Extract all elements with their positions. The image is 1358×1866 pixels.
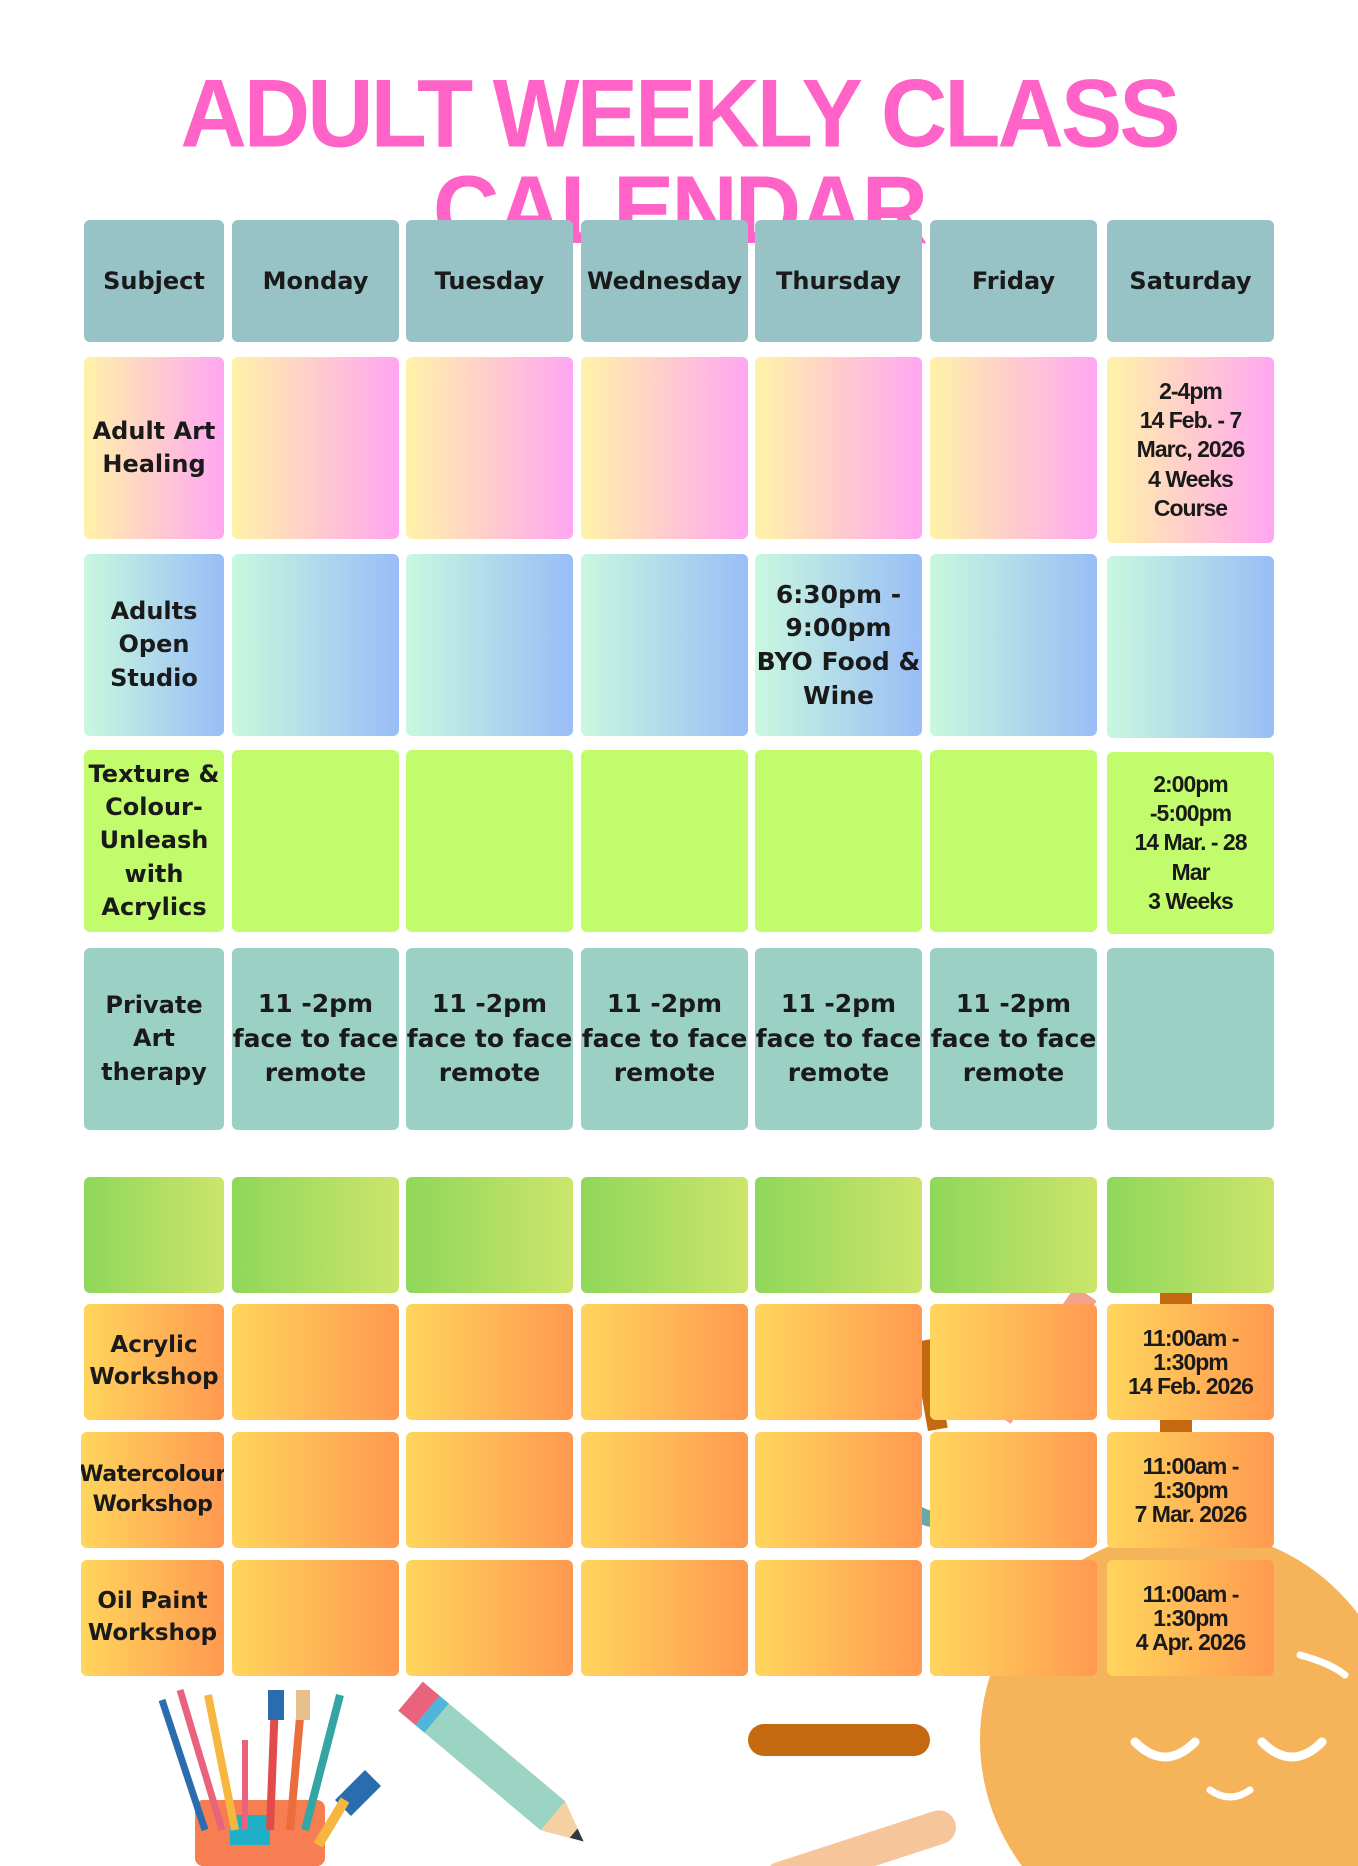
workshop-header-cell (232, 1177, 399, 1293)
schedule-cell-wednesday: 11 -2pm face to face remote (581, 948, 748, 1130)
workshop-header-cell (1107, 1177, 1274, 1293)
schedule-cell (930, 1560, 1097, 1676)
subject-adult-art-healing: Adult Art Healing (84, 357, 224, 539)
workshop-header-cell (930, 1177, 1097, 1293)
workshop-header-cell (84, 1177, 224, 1293)
schedule-cell (755, 1304, 922, 1420)
schedule-cell (581, 1432, 748, 1548)
subject-adults-open-studio: Adults Open Studio (84, 554, 224, 736)
schedule-cell (930, 750, 1097, 932)
subject-acrylic-workshop: Acrylic Workshop (84, 1304, 224, 1420)
schedule-cell (406, 1560, 573, 1676)
schedule-cell (1107, 948, 1274, 1130)
subject-private-art-therapy: Private Art therapy (84, 948, 224, 1130)
schedule-cell-saturday: 11:00am - 1:30pm 14 Feb. 2026 (1107, 1304, 1274, 1420)
subject-texture-colour: Texture & Colour- Unleash with Acrylics (84, 750, 224, 932)
column-header-tuesday: Tuesday (406, 220, 573, 342)
schedule-cell (232, 1560, 399, 1676)
schedule-cell (406, 1432, 573, 1548)
subject-oil-paint-workshop: Oil Paint Workshop (81, 1560, 224, 1676)
schedule-cell (406, 554, 573, 736)
paint-brush-cup-icon (158, 1688, 381, 1866)
schedule-cell (755, 750, 922, 932)
schedule-cell (755, 357, 922, 539)
column-header-subject: Subject (84, 220, 224, 342)
paint-stroke-icon (748, 1724, 930, 1756)
schedule-cell (232, 1432, 399, 1548)
schedule-cell-tuesday: 11 -2pm face to face remote (406, 948, 573, 1130)
closed-eye-icon (1257, 1737, 1327, 1762)
column-header-friday: Friday (930, 220, 1097, 342)
schedule-cell (406, 1304, 573, 1420)
schedule-cell-thursday: 11 -2pm face to face remote (755, 948, 922, 1130)
schedule-cell (232, 750, 399, 932)
schedule-cell (406, 357, 573, 539)
schedule-cell (930, 357, 1097, 539)
schedule-cell (930, 1432, 1097, 1548)
schedule-cell-monday: 11 -2pm face to face remote (232, 948, 399, 1130)
schedule-cell (581, 554, 748, 736)
pencil-icon (398, 1681, 584, 1842)
schedule-cell (1107, 556, 1274, 738)
schedule-cell (755, 1560, 922, 1676)
column-header-wednesday: Wednesday (581, 220, 748, 342)
schedule-cell-saturday: 11:00am - 1:30pm 4 Apr. 2026 (1107, 1560, 1274, 1676)
schedule-cell (581, 750, 748, 932)
subject-watercolour-workshop: Watercolour Workshop (81, 1432, 224, 1548)
schedule-cell (232, 1304, 399, 1420)
closed-eye-icon (1130, 1737, 1200, 1762)
schedule-cell (581, 1560, 748, 1676)
schedule-cell-thursday: 6:30pm - 9:00pm BYO Food & Wine (755, 554, 922, 736)
schedule-cell-saturday: 11:00am - 1:30pm 7 Mar. 2026 (1107, 1432, 1274, 1548)
schedule-cell-friday: 11 -2pm face to face remote (930, 948, 1097, 1130)
schedule-cell (755, 1432, 922, 1548)
schedule-cell-saturday: 2-4pm 14 Feb. - 7 Marc, 2026 4 Weeks Cou… (1107, 357, 1274, 543)
column-header-saturday: Saturday (1107, 220, 1274, 342)
workshop-header-cell (581, 1177, 748, 1293)
schedule-cell (232, 554, 399, 736)
schedule-cell-saturday: 2:00pm -5:00pm 14 Mar. - 28 Mar 3 Weeks (1107, 752, 1274, 934)
column-header-thursday: Thursday (755, 220, 922, 342)
workshop-header-cell (406, 1177, 573, 1293)
schedule-cell (930, 554, 1097, 736)
schedule-cell (232, 357, 399, 539)
smile-icon (1206, 1786, 1254, 1801)
schedule-cell (581, 1304, 748, 1420)
schedule-cell (581, 357, 748, 539)
workshop-header-cell (755, 1177, 922, 1293)
page-title: ADULT WEEKLY CLASS CALENDAR (180, 60, 1180, 264)
schedule-cell (406, 750, 573, 932)
column-header-monday: Monday (232, 220, 399, 342)
schedule-cell (930, 1304, 1097, 1420)
